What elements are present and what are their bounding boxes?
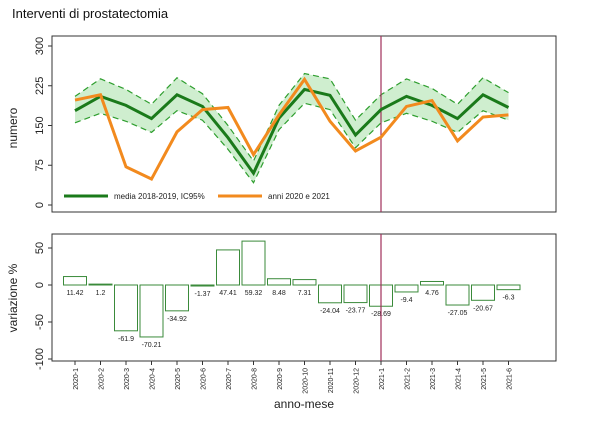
bar <box>343 284 368 304</box>
lower-ci-line <box>74 102 509 184</box>
bar-x-tick-label: 2020-11 <box>328 368 335 393</box>
bar-x-tick-label: 2020-2 <box>99 368 106 390</box>
bar-value-label: 59.32 <box>245 290 263 297</box>
bar-y-tick-label: 0 <box>34 282 46 288</box>
bar-value-label: -9.4 <box>400 297 412 304</box>
bar-value-label: 47.41 <box>219 290 237 297</box>
bar-value-label: 4.76 <box>425 290 439 297</box>
bar <box>318 284 342 304</box>
bar-x-tick-label: 2021-4 <box>456 368 463 390</box>
bar <box>394 284 419 293</box>
bar-x-tick-label: 2021-5 <box>481 368 488 390</box>
line-y-axis-label: numero <box>6 107 20 148</box>
legend-current-label: anni 2020 e 2021 <box>268 192 330 201</box>
bar-value-label: -24.04 <box>320 308 340 315</box>
bar <box>88 283 113 286</box>
line-y-tick-label: 150 <box>34 116 46 134</box>
bar-value-label: -20.67 <box>473 305 493 312</box>
line-y-tick-label: 0 <box>34 202 46 208</box>
bar-value-label: 8.48 <box>272 290 286 297</box>
bar-value-label: -61.9 <box>118 336 134 343</box>
bar-value-label: 7.31 <box>298 290 312 297</box>
bar <box>445 284 470 306</box>
bar-x-tick-label: 2021-1 <box>379 368 386 390</box>
upper-ci-line <box>74 72 509 163</box>
line-panel-frame <box>51 35 557 213</box>
bar-value-label: -23.77 <box>346 308 366 315</box>
bar-x-tick-label: 2021-6 <box>507 368 514 390</box>
bar <box>292 279 317 286</box>
line-y-tick-label: 75 <box>34 159 46 171</box>
bar-value-label: 11.42 <box>67 290 84 297</box>
bar-x-tick-label: 2020-8 <box>252 368 259 390</box>
series-current-line <box>74 76 509 181</box>
bar-value-label: -27.05 <box>448 310 468 317</box>
bar <box>165 284 189 312</box>
bar <box>471 284 495 301</box>
bar-y-axis-label: variazione % <box>6 263 20 332</box>
chart-title: Interventi di prostatectomia <box>12 6 169 21</box>
bar-value-label: -70.21 <box>142 342 162 349</box>
bar-x-tick-label: 2021-3 <box>430 368 437 390</box>
bar-value-label: -6.3 <box>502 295 514 302</box>
legend-average-label: media 2018-2019, IC95% <box>114 192 205 201</box>
bar-y-tick-label: 50 <box>34 242 46 254</box>
bar-x-tick-label: 2020-5 <box>175 368 182 390</box>
bar-value-label: -1.37 <box>195 291 211 298</box>
bar <box>496 284 521 291</box>
bar-x-tick-label: 2020-6 <box>201 368 208 390</box>
bar-value-label: 1.2 <box>96 290 106 297</box>
line-y-tick-label: 300 <box>34 37 46 55</box>
bar <box>420 280 444 286</box>
bar-x-tick-label: 2020-1 <box>73 368 80 390</box>
bar-y-tick-label: -50 <box>34 314 46 330</box>
bar <box>267 278 291 286</box>
bar <box>139 284 164 338</box>
bar <box>216 249 240 286</box>
bar-x-tick-label: 2020-12 <box>354 368 361 394</box>
bar <box>114 284 138 332</box>
bar-value-label: -34.92 <box>167 316 187 323</box>
bar-y-tick-label: -100 <box>34 348 46 370</box>
line-y-tick-label: 225 <box>34 77 46 95</box>
bar-x-tick-label: 2021-2 <box>405 368 412 390</box>
bar <box>63 276 87 286</box>
bar-x-tick-label: 2020-10 <box>303 368 310 394</box>
bar <box>241 240 266 286</box>
bar-x-tick-label: 2020-4 <box>150 368 157 390</box>
bar <box>190 284 215 287</box>
bar-x-tick-label: 2020-7 <box>226 368 233 390</box>
bar-x-tick-label: 2020-3 <box>124 368 131 390</box>
bar-x-tick-label: 2020-9 <box>277 368 284 390</box>
bar-x-axis-label: anno-mese <box>274 397 334 411</box>
